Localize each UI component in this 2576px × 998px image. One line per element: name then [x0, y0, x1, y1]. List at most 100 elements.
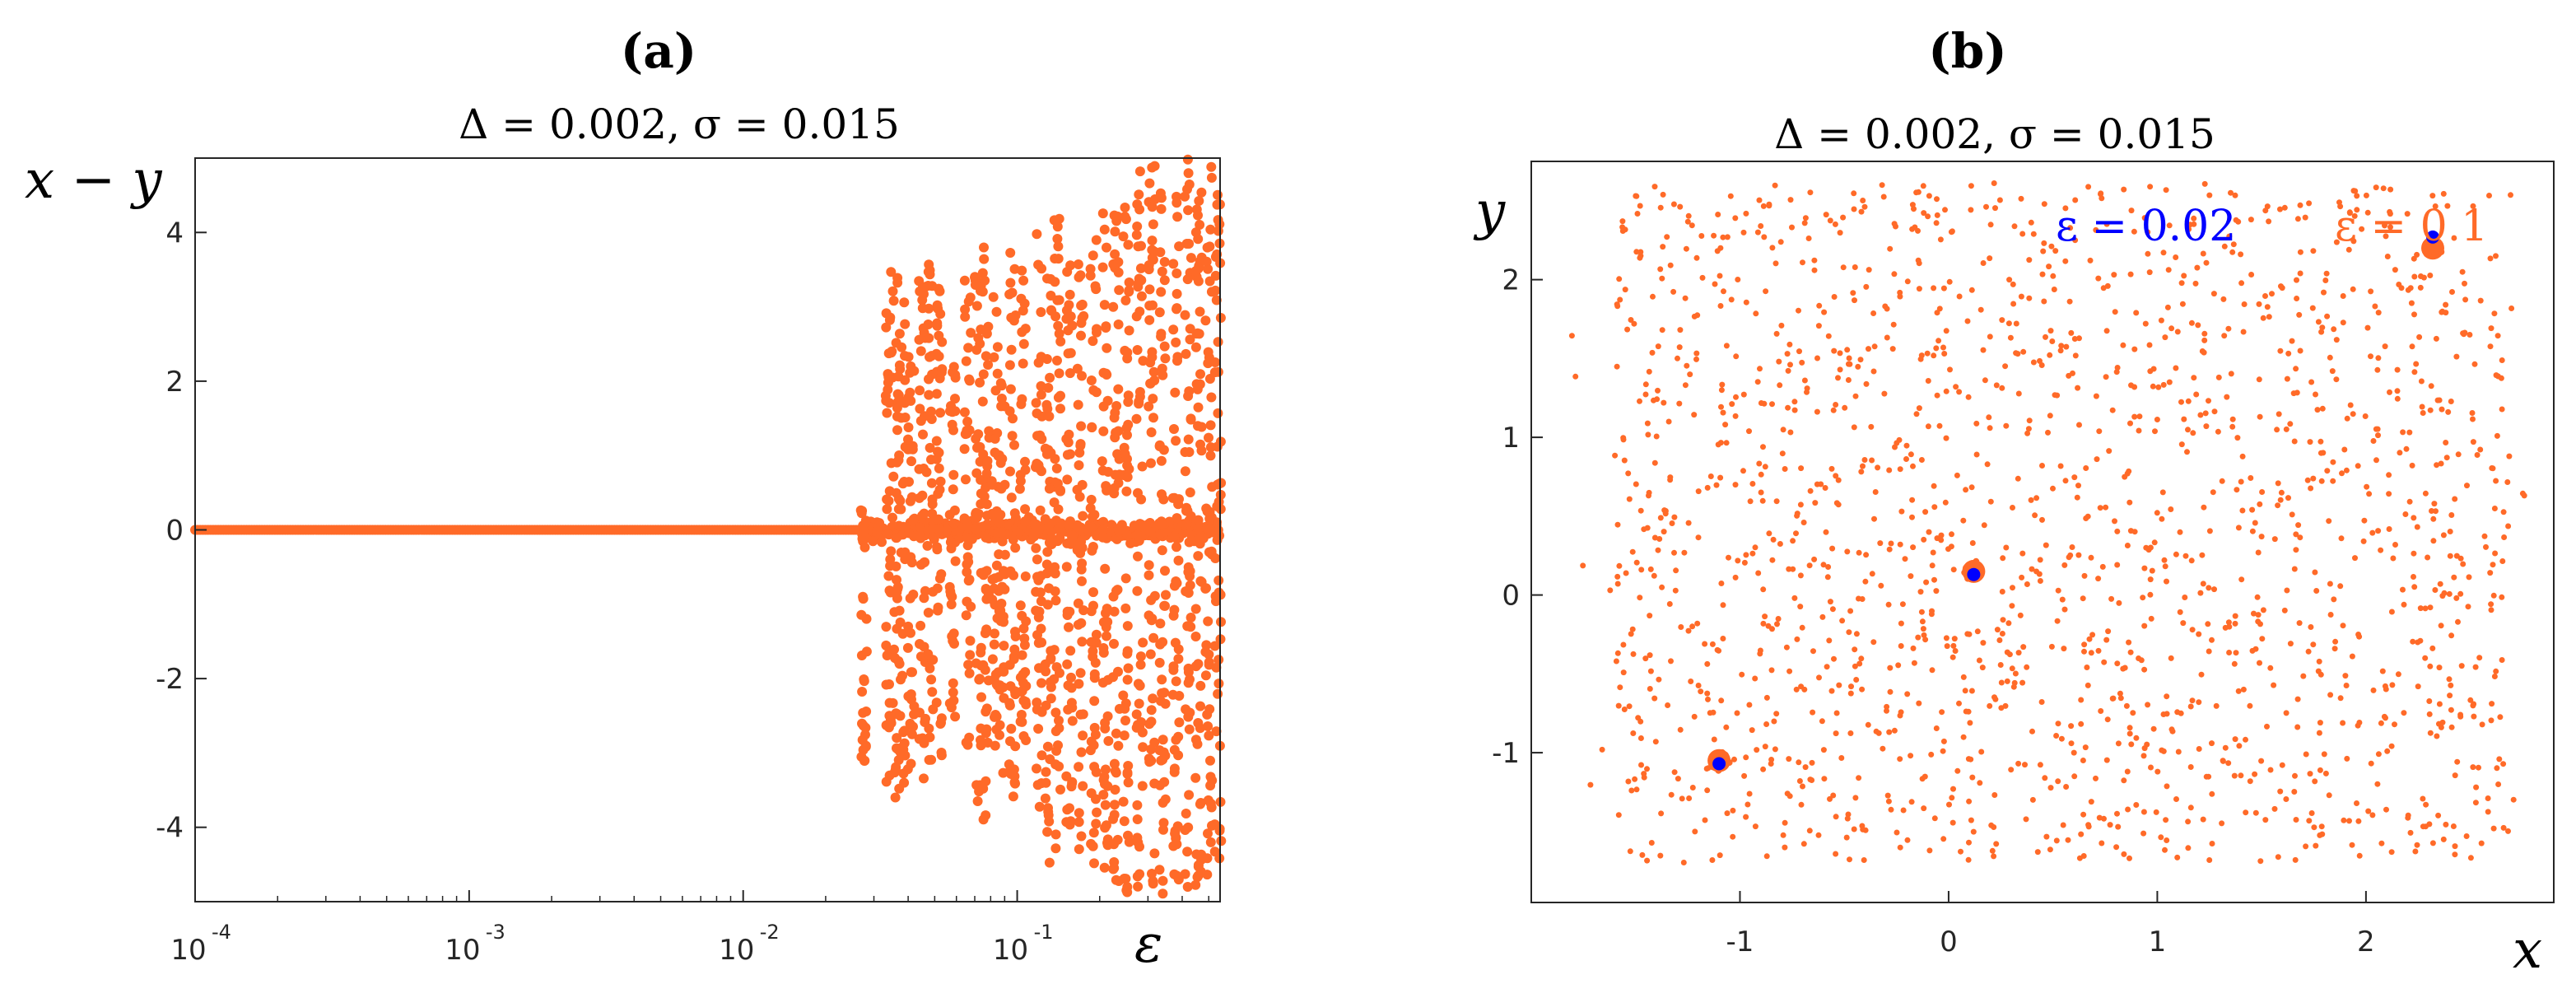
marker-orbit — [1801, 686, 1808, 693]
marker-orbit — [1693, 254, 1700, 261]
marker-orbit — [1657, 852, 1664, 859]
marker-orbit — [2028, 219, 2034, 226]
marker-orbit — [2147, 184, 2154, 190]
marker-orbit — [2340, 720, 2346, 726]
marker-band — [918, 429, 928, 440]
marker-orbit — [2163, 817, 2169, 823]
marker-orbit — [1827, 217, 1833, 224]
marker-orbit — [2327, 612, 2334, 618]
marker-orbit — [1831, 655, 1837, 662]
marker-orbit — [1723, 440, 1730, 446]
marker-orbit — [1743, 210, 1749, 217]
marker-orbit — [1637, 203, 1643, 209]
marker-orbit — [2309, 305, 2316, 311]
marker-orbit — [2308, 379, 2315, 385]
marker-orbit — [2145, 229, 2151, 236]
marker-band — [966, 328, 976, 338]
marker-band — [1122, 530, 1133, 541]
marker-orbit — [2427, 730, 2434, 736]
marker-band — [982, 519, 993, 529]
marker-orbit — [1572, 373, 1579, 380]
marker-orbit — [1921, 210, 1927, 217]
marker-band — [1186, 622, 1196, 632]
marker-band — [1144, 315, 1155, 325]
marker-band — [1078, 730, 1088, 741]
marker-orbit — [1862, 578, 1869, 585]
marker-band — [898, 727, 909, 738]
marker-band — [1110, 249, 1120, 259]
marker-orbit — [1711, 736, 1717, 743]
marker-orbit — [2404, 211, 2411, 217]
marker-orbit — [1861, 203, 1868, 210]
marker-orbit — [2284, 375, 2290, 382]
marker-band — [1156, 331, 1167, 342]
marker-orbit — [2127, 420, 2133, 427]
marker-band — [1032, 697, 1042, 708]
marker-band — [1078, 781, 1088, 791]
marker-orbit — [1811, 257, 1818, 263]
marker-band — [1203, 263, 1213, 274]
marker-orbit — [1666, 601, 1673, 607]
marker-band — [900, 375, 911, 385]
marker-orbit — [1812, 500, 1819, 506]
marker-orbit — [2252, 809, 2259, 816]
marker-band — [1077, 558, 1088, 569]
marker-orbit — [2355, 463, 2361, 469]
marker-band — [1101, 323, 1111, 333]
marker-orbit — [2136, 427, 2142, 434]
marker-orbit — [2283, 710, 2290, 716]
marker-band — [1021, 699, 1032, 710]
marker-orbit — [1969, 540, 1976, 546]
marker-band — [1136, 240, 1146, 251]
marker-orbit — [1870, 310, 1877, 316]
marker-orbit — [1931, 815, 1938, 822]
marker-orbit — [2205, 621, 2211, 627]
marker-band — [1018, 305, 1028, 316]
marker-orbit — [1768, 761, 1774, 767]
marker-orbit — [2054, 618, 2061, 624]
marker-band — [1124, 837, 1134, 847]
marker-orbit — [2109, 695, 2116, 702]
marker-orbit — [1655, 547, 1661, 553]
marker-band — [1020, 516, 1031, 527]
marker-orbit — [2471, 713, 2477, 720]
marker-band — [1132, 585, 1143, 596]
marker-band — [1077, 637, 1088, 647]
marker-orbit — [1665, 702, 1671, 708]
marker-band — [962, 520, 973, 530]
marker-orbit — [2448, 707, 2454, 713]
marker-orbit — [2168, 325, 2175, 332]
marker-band — [998, 566, 1009, 576]
marker-orbit — [2470, 416, 2476, 422]
marker-orbit — [2320, 450, 2327, 456]
marker-orbit — [1632, 776, 1638, 782]
marker-orbit — [2199, 552, 2206, 558]
marker-orbit — [1884, 305, 1890, 312]
marker-orbit — [2147, 368, 2154, 375]
marker-band — [1113, 267, 1124, 277]
marker-orbit — [1687, 371, 1693, 378]
marker-orbit — [2093, 226, 2099, 233]
marker-orbit — [1871, 343, 1878, 350]
marker-band — [1213, 688, 1223, 699]
marker-orbit — [1760, 586, 1767, 593]
marker-band — [1122, 768, 1133, 779]
marker-orbit — [2341, 817, 2347, 823]
marker-orbit — [2438, 460, 2444, 467]
marker-orbit — [1908, 451, 1914, 458]
marker-orbit — [1831, 347, 1838, 354]
marker-band — [1183, 667, 1194, 678]
marker-band — [963, 296, 974, 307]
marker-orbit — [1664, 234, 1670, 240]
marker-orbit — [2419, 403, 2425, 410]
marker-orbit — [2425, 554, 2431, 561]
marker-orbit — [2283, 796, 2290, 802]
marker-orbit — [1720, 409, 1726, 416]
marker-orbit — [2331, 596, 2337, 603]
marker-orbit — [1999, 589, 2005, 595]
marker-orbit — [2071, 749, 2077, 756]
marker-orbit — [2210, 489, 2216, 496]
marker-band — [1183, 678, 1194, 688]
marker-orbit — [2088, 799, 2094, 805]
marker-band — [1101, 764, 1111, 775]
